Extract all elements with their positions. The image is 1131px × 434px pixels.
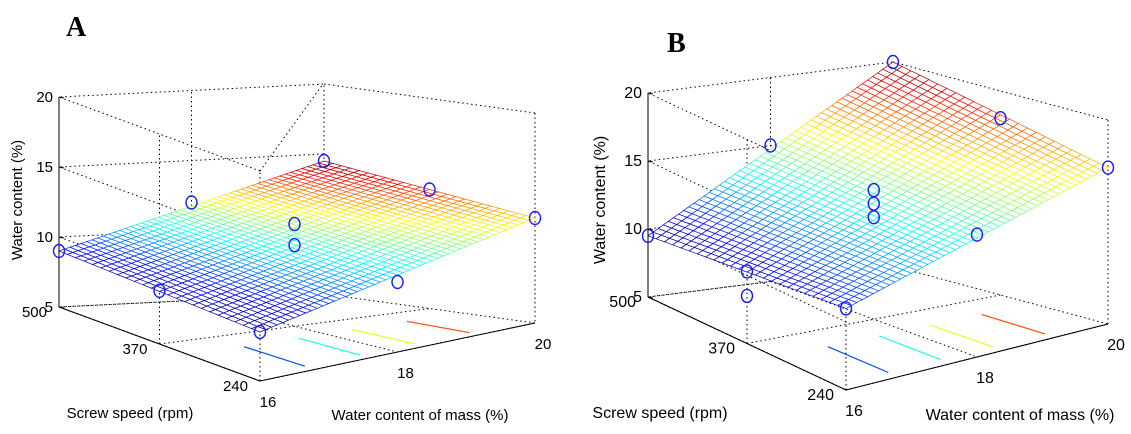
- data-point: [867, 196, 880, 211]
- data-point: [764, 138, 777, 153]
- data-point: [970, 227, 984, 242]
- data-point: [528, 210, 542, 226]
- z-tick-mark: [647, 228, 654, 231]
- data-point: [391, 274, 404, 290]
- contour-line: [930, 324, 993, 348]
- z-tick-label: 15: [624, 153, 642, 170]
- x-tick-label: 20: [535, 336, 552, 353]
- grid-line: [323, 293, 536, 324]
- y-axis-title: Screw speed (rpm): [592, 405, 727, 422]
- grid-line: [892, 265, 1109, 325]
- grid-line: [191, 300, 398, 353]
- z-tick-mark: [58, 306, 65, 309]
- z-tick-label: 10: [36, 229, 53, 246]
- data-point: [423, 182, 436, 197]
- data-point: [1101, 160, 1115, 175]
- data-point: [740, 288, 754, 304]
- grid-line: [892, 61, 1109, 121]
- panel-label: A: [66, 12, 87, 43]
- panel-label: B: [667, 28, 686, 59]
- grid-line: [647, 265, 894, 298]
- z-tick-label: 5: [633, 289, 642, 306]
- z-tick-mark: [58, 96, 65, 99]
- y-axis-title: Screw speed (rpm): [67, 405, 194, 422]
- data-point: [886, 54, 900, 70]
- x-tick-label: 18: [976, 370, 994, 387]
- surface-panel-b: 5 10 15 20 240 370 500 16 18 20 Water content (%) W…: [592, 28, 1125, 424]
- z-axis-title: Water content (%): [9, 140, 26, 260]
- z-tick-label: 5: [45, 299, 53, 316]
- x-tick-label: 18: [397, 365, 414, 382]
- z-tick-mark: [647, 92, 654, 95]
- contour-line: [352, 329, 415, 345]
- x-tick-label: 16: [845, 403, 863, 420]
- y-tick-label: 240: [223, 378, 248, 395]
- grid-line: [323, 83, 536, 114]
- x-tick-label: 20: [1107, 337, 1125, 354]
- y-axis-line: [647, 296, 847, 391]
- contour-line: [827, 346, 889, 374]
- x-axis-line: [259, 322, 536, 382]
- contour-line: [878, 335, 941, 361]
- z-tick-label: 20: [36, 89, 53, 106]
- y-tick-label: 370: [122, 341, 147, 358]
- grid-line: [259, 83, 324, 172]
- y-axis-line: [58, 306, 261, 382]
- data-point: [185, 195, 198, 210]
- z-tick-mark: [647, 296, 654, 299]
- z-tick-mark: [647, 160, 654, 163]
- data-point: [153, 283, 166, 298]
- z-tick-mark: [58, 166, 65, 169]
- grid-line: [770, 281, 978, 358]
- x-axis-title: Water content of mass (%): [332, 407, 509, 424]
- data-point: [740, 264, 754, 279]
- x-axis-line: [845, 323, 1109, 391]
- grid-line: [159, 308, 430, 345]
- data-point: [288, 237, 301, 253]
- z-axis-title: Water content (%): [592, 136, 609, 264]
- data-point: [253, 324, 267, 340]
- data-point: [839, 301, 853, 316]
- data-point: [52, 243, 66, 259]
- contour-line: [243, 346, 306, 367]
- z-tick-mark: [58, 236, 65, 239]
- surface-cell: [1092, 162, 1109, 171]
- data-point: [288, 216, 301, 232]
- contour-line: [406, 320, 470, 334]
- y-tick-label: 500: [609, 294, 636, 311]
- z-tick-label: 15: [36, 159, 53, 176]
- y-tick-label: 370: [708, 341, 735, 358]
- surface-cell: [519, 215, 537, 221]
- x-tick-label: 16: [260, 394, 277, 411]
- x-axis-title: Water content of mass (%): [926, 407, 1115, 424]
- contour-line: [298, 337, 360, 356]
- y-tick-label: 240: [807, 387, 834, 404]
- z-tick-label: 20: [624, 85, 642, 102]
- data-point: [317, 153, 331, 169]
- contour-line: [981, 313, 1046, 335]
- y-tick-label: 500: [22, 304, 47, 321]
- data-point: [994, 110, 1007, 126]
- z-tick-label: 10: [624, 221, 642, 238]
- surface-panel-a: 5 10 15 20 240 370 500 16 18 20 Water content (%) W…: [9, 12, 551, 424]
